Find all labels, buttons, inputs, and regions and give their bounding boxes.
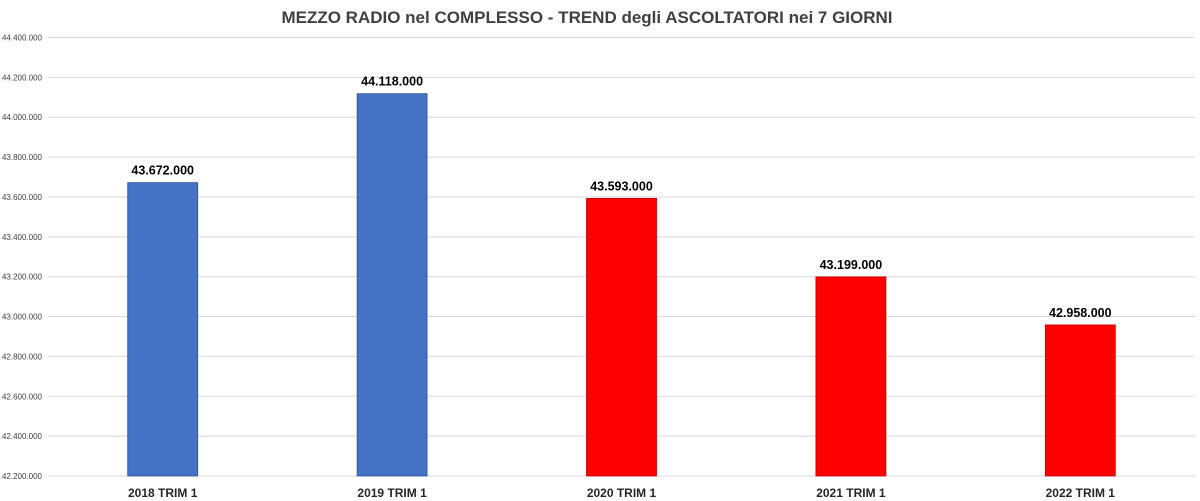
bar-2021-trim-1 xyxy=(815,276,887,477)
x-axis-tick-labels: 2018 TRIM 1 2019 TRIM 1 2020 TRIM 1 2021 TR… xyxy=(128,486,1115,500)
x-tick-label: 2021 TRIM 1 xyxy=(816,486,886,500)
x-tick-label: 2019 TRIM 1 xyxy=(357,486,427,500)
chart-title: MEZZO RADIO nel COMPLESSO - TREND degli … xyxy=(281,8,892,27)
y-tick-label: 43.400.000 xyxy=(2,233,43,242)
y-tick-label: 44.000.000 xyxy=(2,113,43,122)
y-axis-tick-labels: 42.200.000 42.400.000 42.600.000 42.800.000… xyxy=(2,34,43,482)
y-tick-label: 42.800.000 xyxy=(2,352,43,361)
y-tick-label: 43.600.000 xyxy=(2,193,43,202)
y-tick-label: 42.600.000 xyxy=(2,392,43,401)
data-label: 43.593.000 xyxy=(590,179,653,193)
bar-2022-trim-1 xyxy=(1044,324,1116,477)
y-tick-label: 43.800.000 xyxy=(2,153,43,162)
bar-2019-trim-1 xyxy=(356,93,428,477)
x-tick-label: 2020 TRIM 1 xyxy=(587,486,657,500)
bars xyxy=(127,93,1116,477)
data-labels: 43.672.000 44.118.000 43.593.000 43.199.000… xyxy=(131,75,1111,320)
data-label: 42.958.000 xyxy=(1049,306,1112,320)
bar-2020-trim-1 xyxy=(586,197,657,477)
data-label: 43.672.000 xyxy=(131,164,194,178)
data-label: 44.118.000 xyxy=(361,75,423,89)
bar-2018-trim-1 xyxy=(127,182,199,477)
y-tick-label: 44.400.000 xyxy=(2,34,43,43)
y-tick-label: 42.200.000 xyxy=(2,472,43,481)
x-tick-label: 2022 TRIM 1 xyxy=(1046,486,1116,500)
y-tick-label: 42.400.000 xyxy=(2,432,43,441)
x-tick-label: 2018 TRIM 1 xyxy=(128,486,198,500)
y-tick-label: 43.200.000 xyxy=(2,273,43,282)
y-tick-label: 44.200.000 xyxy=(2,73,43,82)
data-label: 43.199.000 xyxy=(820,258,883,272)
y-tick-label: 43.000.000 xyxy=(2,313,43,322)
